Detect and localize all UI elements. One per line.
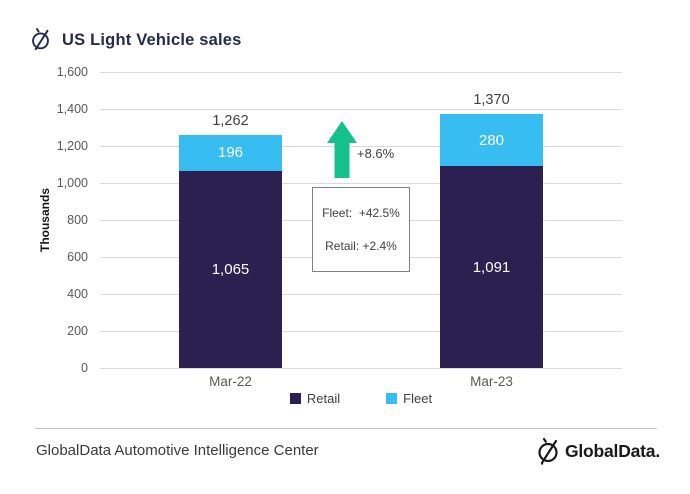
bar-value-label: 1,091 xyxy=(472,258,511,276)
legend-label: Retail xyxy=(306,391,341,406)
x-tick-label: Mar-23 xyxy=(470,374,513,389)
footer-divider xyxy=(35,428,657,429)
fleet-swatch-icon xyxy=(386,393,398,404)
bar-value-label: 196 xyxy=(217,144,244,162)
bar-segment-retail: 1,065 xyxy=(179,170,282,368)
y-tick-label: 1,400 xyxy=(56,102,88,116)
y-axis-tick-labels: 0 200 400 600 800 1,000 1,200 1,400 1,600 xyxy=(0,65,88,375)
x-tick-label: Mar-22 xyxy=(209,374,252,389)
chart-title: US Light Vehicle sales xyxy=(62,30,242,49)
growth-arrow-label: +8.6% xyxy=(357,146,395,161)
bar-total-label: 1,262 xyxy=(212,112,249,129)
bar-segment-fleet: 196 xyxy=(179,134,282,171)
bar-value-label: 280 xyxy=(478,131,505,149)
bar-value-label: 1,065 xyxy=(211,260,250,278)
y-tick-label: 1,200 xyxy=(56,139,88,153)
bar-segment-retail: 1,091 xyxy=(440,166,543,368)
growth-callout-box: Fleet: +42.5% Retail: +2.4% xyxy=(312,187,410,272)
y-tick-label: 800 xyxy=(67,213,88,227)
gridline xyxy=(100,109,622,110)
globaldata-wordmark: GlobalData. xyxy=(564,441,660,461)
globaldata-logo: GlobalData. xyxy=(536,437,660,466)
y-tick-label: 1,000 xyxy=(56,176,88,190)
legend-label: Fleet xyxy=(403,391,433,406)
callout-line-retail: Retail: +2.4% xyxy=(325,238,397,253)
source-text: GlobalData Automotive Intelligence Cente… xyxy=(36,442,319,459)
x-axis-tick-labels: Mar-22 Mar-23 xyxy=(100,374,622,392)
gridline xyxy=(100,72,622,73)
y-tick-label: 400 xyxy=(67,287,88,301)
y-tick-label: 0 xyxy=(81,361,88,375)
y-tick-label: 200 xyxy=(67,324,88,338)
gridline xyxy=(100,368,622,369)
growth-arrow-icon xyxy=(327,121,357,178)
bar-total-label: 1,370 xyxy=(473,92,510,109)
up-arrow-shape xyxy=(327,121,357,178)
y-tick-label: 600 xyxy=(67,250,88,264)
gridline xyxy=(100,146,622,147)
legend: Retail Fleet xyxy=(100,391,622,406)
globaldata-compass-icon xyxy=(32,28,49,51)
y-tick-label: 1,600 xyxy=(56,65,88,79)
globaldata-compass-icon xyxy=(538,437,558,465)
legend-item-fleet: Fleet xyxy=(386,391,432,406)
gridline xyxy=(100,183,622,184)
gridline xyxy=(100,331,622,332)
legend-item-retail: Retail xyxy=(289,391,341,406)
chart-header: US Light Vehicle sales xyxy=(30,27,242,53)
retail-swatch-icon xyxy=(289,393,301,404)
gridline xyxy=(100,294,622,295)
bar-segment-fleet: 280 xyxy=(440,114,543,167)
callout-line-fleet: Fleet: +42.5% xyxy=(322,206,400,221)
